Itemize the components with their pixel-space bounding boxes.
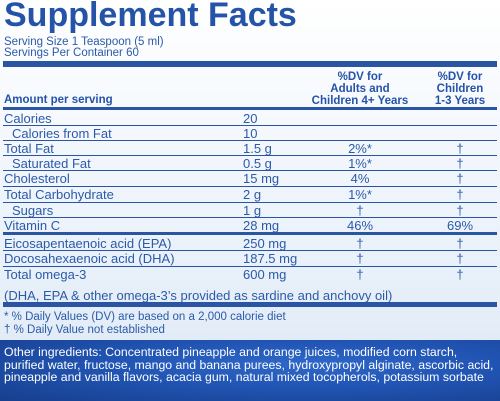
omega-source-note: (DHA, EPA & other omega-3’s provided as … bbox=[4, 288, 393, 303]
column-header-adults: %DV for Adults and Children 4+ Years bbox=[300, 71, 420, 107]
dv-adults: † bbox=[356, 236, 364, 251]
dv-adults: 2%* bbox=[348, 141, 372, 156]
nutrient-name: Vitamin C bbox=[4, 218, 61, 233]
row-separator bbox=[3, 202, 497, 203]
nutrient-name: Cholesterol bbox=[4, 171, 70, 186]
nutrient-row: Eicosapentaenoic acid (EPA) 250 mg † † bbox=[0, 236, 500, 251]
header-line: Adults and bbox=[330, 83, 390, 95]
nutrient-name: Total Fat bbox=[4, 141, 54, 156]
amount-per-serving-header: Amount per serving bbox=[4, 94, 113, 106]
nutrient-row: Total Carbohydrate 2 g 1%* † bbox=[0, 187, 500, 202]
nutrient-amount: 187.5 mg bbox=[243, 251, 298, 266]
row-separator bbox=[3, 186, 497, 187]
dv-children: † bbox=[456, 141, 464, 156]
nutrient-name: Eicosapentaenoic acid (EPA) bbox=[4, 236, 172, 251]
nutrient-row: Vitamin C 28 mg 46% 69% bbox=[0, 218, 500, 233]
dv-children: † bbox=[456, 203, 464, 218]
dv-children: † bbox=[456, 251, 464, 266]
nutrient-row: Cholesterol 15 mg 4% † bbox=[0, 171, 500, 186]
dv-adults: 46% bbox=[346, 218, 374, 233]
footnote-dv: * % Daily Values (DV) are based on a 2,0… bbox=[4, 311, 286, 323]
nutrient-row: Sugars 1 g † † bbox=[0, 203, 500, 218]
nutrient-row: Saturated Fat 0.5 g 1%* † bbox=[0, 156, 500, 171]
supplement-facts-panel: Supplement Facts Serving Size 1 Teaspoon… bbox=[0, 0, 500, 340]
nutrient-amount: 600 mg bbox=[243, 267, 287, 282]
dv-adults: † bbox=[356, 203, 364, 218]
nutrient-amount: 1 g bbox=[243, 203, 262, 218]
nutrient-amount: 1.5 g bbox=[243, 141, 272, 156]
servings-per-container: Servings Per Container 60 bbox=[4, 47, 139, 59]
column-header-children: %DV for Children 1-3 Years bbox=[420, 71, 500, 107]
nutrient-amount: 15 mg bbox=[243, 171, 280, 186]
nutrient-amount: 0.5 g bbox=[243, 156, 272, 171]
header-line: Children bbox=[436, 83, 484, 95]
thick-rule-top bbox=[3, 61, 497, 67]
panel-title: Supplement Facts bbox=[4, 0, 297, 34]
nutrient-name: Docosahexaenoic acid (DHA) bbox=[4, 251, 175, 266]
nutrient-name: Saturated Fat bbox=[12, 156, 91, 171]
dv-children: † bbox=[456, 236, 464, 251]
nutrient-row: Total Fat 1.5 g 2%* † bbox=[0, 141, 500, 156]
dv-children: † bbox=[456, 187, 464, 202]
row-separator bbox=[3, 125, 497, 126]
nutrient-row: Calories 20 bbox=[0, 111, 500, 126]
nutrient-name: Calories from Fat bbox=[12, 126, 112, 141]
dv-adults: 4% bbox=[350, 171, 370, 186]
row-separator bbox=[3, 140, 497, 141]
row-separator bbox=[3, 155, 497, 156]
nutrient-amount: 28 mg bbox=[243, 218, 280, 233]
dv-children: † bbox=[456, 267, 464, 282]
nutrient-row: Docosahexaenoic acid (DHA) 187.5 mg † † bbox=[0, 251, 500, 266]
nutrient-row: Total omega-3 600 mg † † bbox=[0, 267, 500, 282]
dv-children: † bbox=[456, 171, 464, 186]
nutrient-amount: 250 mg bbox=[243, 236, 287, 251]
header-line: %DV for bbox=[337, 71, 383, 83]
header-line: Children 4+ Years bbox=[311, 95, 409, 107]
row-separator bbox=[3, 250, 497, 251]
dv-children: 69% bbox=[446, 218, 474, 233]
serving-size: Serving Size 1 Teaspoon (5 ml) bbox=[4, 36, 164, 48]
nutrient-name: Total Carbohydrate bbox=[4, 187, 114, 202]
nutrient-name: Total omega-3 bbox=[4, 267, 87, 282]
dv-adults: 1%* bbox=[348, 156, 372, 171]
nutrient-amount: 20 bbox=[243, 111, 258, 126]
ingredients-text: Other ingredients: Concentrated pineappl… bbox=[4, 345, 494, 385]
thick-rule-bottom bbox=[3, 302, 497, 307]
header-line: %DV for bbox=[437, 71, 483, 83]
nutrient-amount: 10 bbox=[243, 126, 258, 141]
rule-under-header bbox=[3, 107, 497, 110]
nutrient-row: Calories from Fat 10 bbox=[0, 126, 500, 141]
dv-adults: † bbox=[356, 251, 364, 266]
row-separator bbox=[3, 170, 497, 171]
dv-children: † bbox=[456, 156, 464, 171]
nutrient-amount: 2 g bbox=[243, 187, 262, 202]
dv-adults: † bbox=[356, 267, 364, 282]
row-separator bbox=[3, 217, 497, 218]
thick-separator bbox=[3, 232, 497, 235]
dv-adults: 1%* bbox=[348, 187, 372, 202]
other-ingredients-box: Other ingredients: Concentrated pineappl… bbox=[0, 340, 500, 401]
header-line: 1-3 Years bbox=[434, 95, 486, 107]
row-separator bbox=[3, 266, 497, 267]
footnote-not-established: † % Daily Value not established bbox=[4, 324, 165, 336]
nutrient-name: Calories bbox=[4, 111, 52, 126]
nutrient-name: Sugars bbox=[12, 203, 54, 218]
